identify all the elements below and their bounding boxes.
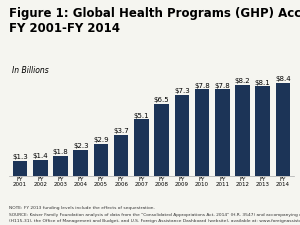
Bar xyxy=(215,90,230,176)
Bar xyxy=(175,95,189,176)
Text: $8.1: $8.1 xyxy=(255,79,271,86)
Bar xyxy=(13,161,27,176)
Bar xyxy=(255,86,270,176)
Text: $7.8: $7.8 xyxy=(214,83,230,89)
Text: $1.4: $1.4 xyxy=(32,153,48,159)
Bar xyxy=(235,85,250,176)
Text: $3.7: $3.7 xyxy=(113,128,129,134)
Bar xyxy=(276,83,290,176)
Bar xyxy=(154,104,169,176)
Bar xyxy=(74,150,88,176)
Text: $1.8: $1.8 xyxy=(53,149,68,155)
Bar xyxy=(33,160,48,176)
Text: $8.4: $8.4 xyxy=(275,76,291,82)
Bar xyxy=(114,135,128,176)
Text: (H115-31), the Office of Management and Budget, and U.S. Foreign Assistance Dash: (H115-31), the Office of Management and … xyxy=(9,219,300,223)
Bar xyxy=(195,90,209,176)
Text: $1.3: $1.3 xyxy=(12,155,28,160)
Bar xyxy=(53,156,68,176)
Text: $2.9: $2.9 xyxy=(93,137,109,143)
Text: $8.2: $8.2 xyxy=(235,78,250,84)
Text: SOURCE: Kaiser Family Foundation analysis of data from the "Consolidated Appropr: SOURCE: Kaiser Family Foundation analysi… xyxy=(9,213,300,217)
Text: $7.8: $7.8 xyxy=(194,83,210,89)
Bar xyxy=(94,144,108,176)
Text: NOTE: FY 2013 funding levels include the effects of sequestration.: NOTE: FY 2013 funding levels include the… xyxy=(9,206,155,210)
Text: $5.1: $5.1 xyxy=(134,112,149,119)
Text: $2.3: $2.3 xyxy=(73,144,88,149)
Text: $7.3: $7.3 xyxy=(174,88,190,94)
Bar xyxy=(134,119,149,176)
Text: $6.5: $6.5 xyxy=(154,97,170,103)
Text: Figure 1: Global Health Programs (GHP) Account,
FY 2001-FY 2014: Figure 1: Global Health Programs (GHP) A… xyxy=(9,7,300,35)
Text: In Billions: In Billions xyxy=(12,66,49,75)
